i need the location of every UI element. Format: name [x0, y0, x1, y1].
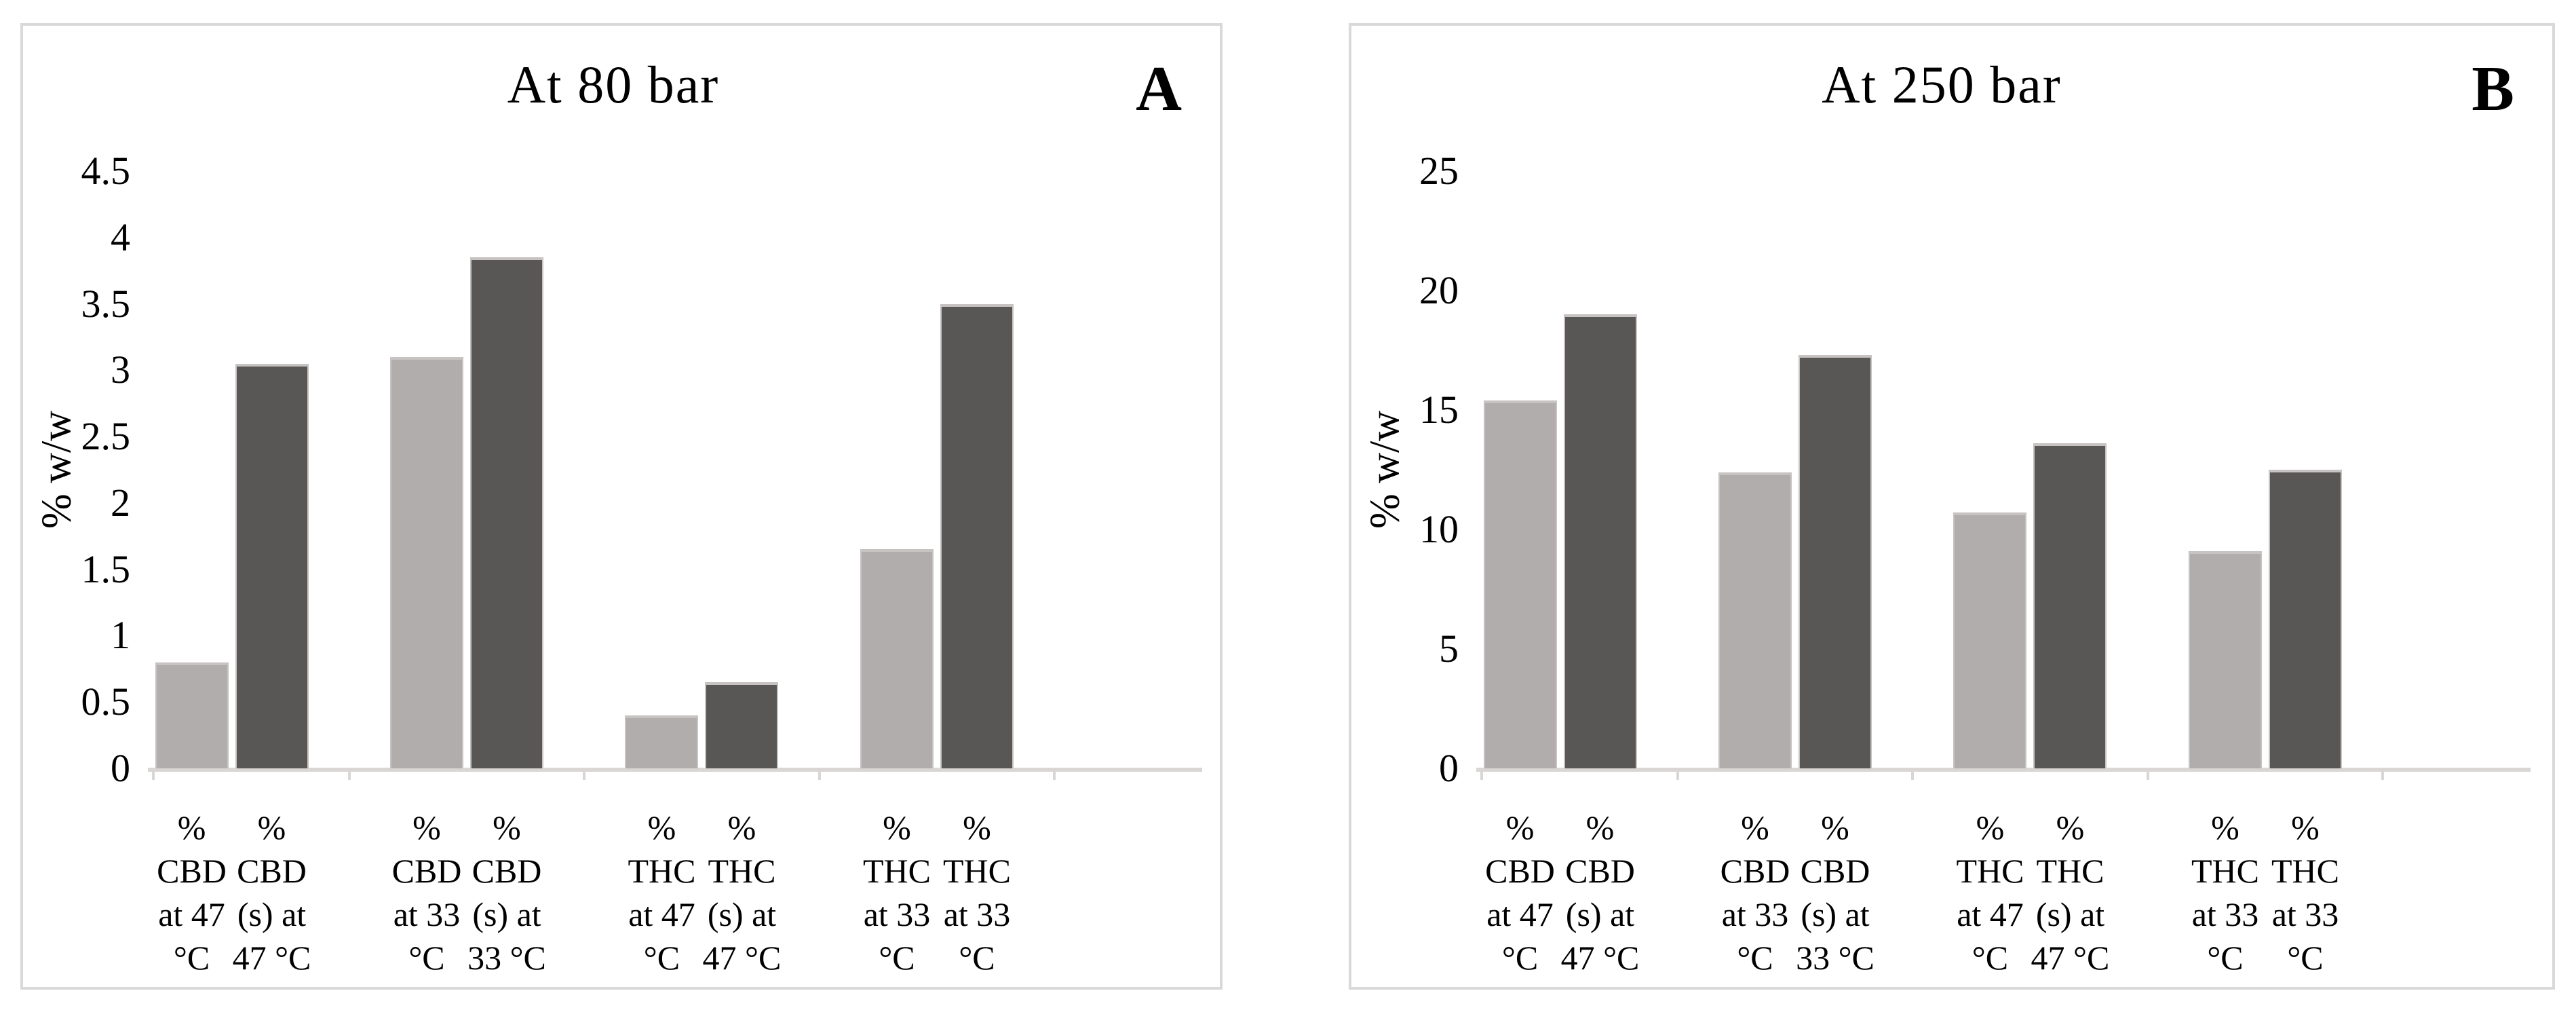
- bar-cbd-s-at-47-c: [235, 363, 309, 768]
- x-axis-category-label: % CBD (s) at 33 °C: [1796, 808, 1875, 977]
- bar-thc-at-33-c: [940, 303, 1014, 768]
- x-axis-category-label: % THC at 47 °C: [1956, 808, 2024, 977]
- x-axis-category-label: % THC at 33 °C: [863, 808, 931, 977]
- x-axis-category-label: % CBD at 33 °C: [391, 808, 462, 977]
- bar-cbd-at-47-c: [155, 662, 229, 768]
- y-tick-label: 3.5: [81, 281, 131, 326]
- x-axis-tick: [1480, 768, 1483, 780]
- x-axis-line: [148, 768, 1202, 772]
- y-tick-label: 3: [111, 348, 130, 392]
- y-tick-label: 25: [1419, 149, 1459, 193]
- x-axis-category-label: % THC at 33 °C: [2271, 808, 2339, 977]
- bar-thc-at-33-c: [2269, 470, 2342, 768]
- x-axis-category-label: % CBD (s) at 33 °C: [467, 808, 546, 977]
- x-axis-category-label: % CBD at 33 °C: [1720, 808, 1790, 977]
- panel-letter: A: [1136, 54, 1182, 124]
- y-tick-label: 4: [111, 214, 130, 259]
- x-axis-tick: [2381, 768, 2385, 780]
- x-axis-tick: [1911, 768, 1915, 780]
- x-axis-category-label: % THC (s) at 47 °C: [2031, 808, 2110, 977]
- y-tick-label: 10: [1419, 507, 1459, 551]
- y-tick-label: 15: [1419, 388, 1459, 432]
- y-tick-label: 0.5: [81, 679, 131, 724]
- plot-area: % CBD at 47 °C% CBD (s) at 47 °C % CBD at 33 °C% CB…: [148, 171, 1202, 977]
- y-tick-label: 4.5: [81, 149, 131, 193]
- x-axis-line: [1476, 768, 2531, 772]
- chart-title: At 80 bar: [507, 55, 720, 114]
- chart-title: At 250 bar: [1822, 55, 2062, 114]
- y-axis-tick-labels: 25 20 15 10 5 0: [1351, 151, 1459, 788]
- plot-area: % CBD at 47 °C% CBD (s) at 47 °C % CBD at 33 °C% CB…: [1476, 171, 2531, 977]
- x-axis-category-label: % THC at 33 °C: [943, 808, 1011, 977]
- bar-thc-at-33-c: [2189, 550, 2262, 768]
- x-axis-category-label: % THC at 33 °C: [2191, 808, 2259, 977]
- x-axis-category-label: % CBD at 47 °C: [1485, 808, 1555, 977]
- bar-cbd-at-33-c: [390, 356, 463, 768]
- y-tick-label: 0: [111, 746, 130, 790]
- bar-cbd-at-47-c: [1483, 400, 1557, 768]
- x-axis-tick: [1053, 768, 1056, 780]
- bar-cbd-s-at-33-c: [470, 257, 543, 768]
- y-tick-label: 1: [111, 613, 130, 658]
- x-axis-category-label: % CBD (s) at 47 °C: [1560, 808, 1640, 977]
- x-axis-tick: [152, 768, 155, 780]
- panel-at-250-bar: At 250 bar B % w/w 25 20 15 10 5 0 % CBD at 47 °…: [1349, 23, 2555, 990]
- x-axis-tick: [2146, 768, 2149, 780]
- x-axis-tick: [583, 768, 586, 780]
- x-axis-tick: [818, 768, 821, 780]
- x-axis-tick: [1676, 768, 1679, 780]
- y-tick-label: 2.5: [81, 414, 131, 459]
- y-tick-label: 1.5: [81, 546, 131, 591]
- y-tick-label: 2: [111, 480, 130, 525]
- bar-thc-at-33-c: [860, 549, 934, 768]
- bar-thc-s-at-47-c: [705, 681, 779, 768]
- y-axis-tick-labels: 4.5 4 3.5 3 2.5 2 1.5 1 0.5 0: [23, 151, 131, 788]
- bar-cbd-s-at-47-c: [1563, 314, 1637, 768]
- y-tick-label: 0: [1439, 746, 1459, 790]
- bar-thc-s-at-47-c: [2033, 443, 2107, 768]
- bar-cbd-at-33-c: [1718, 472, 1792, 768]
- x-axis-category-label: % CBD at 47 °C: [157, 808, 227, 977]
- bar-cbd-s-at-33-c: [1799, 355, 1872, 768]
- bar-thc-at-47-c: [1953, 512, 2027, 768]
- y-tick-label: 20: [1419, 268, 1459, 312]
- panel-letter: B: [2472, 54, 2514, 124]
- panel-at-80-bar: At 80 bar A % w/w 4.5 4 3.5 3 2.5 2 1.5 1 0.5 0 %…: [20, 23, 1223, 990]
- x-axis-category-label: % CBD (s) at 47 °C: [232, 808, 311, 977]
- x-axis-category-label: % THC (s) at 47 °C: [702, 808, 782, 977]
- x-axis-tick: [347, 768, 351, 780]
- y-tick-label: 5: [1439, 626, 1459, 671]
- bar-thc-at-47-c: [625, 715, 699, 768]
- x-axis-category-label: % THC at 47 °C: [628, 808, 696, 977]
